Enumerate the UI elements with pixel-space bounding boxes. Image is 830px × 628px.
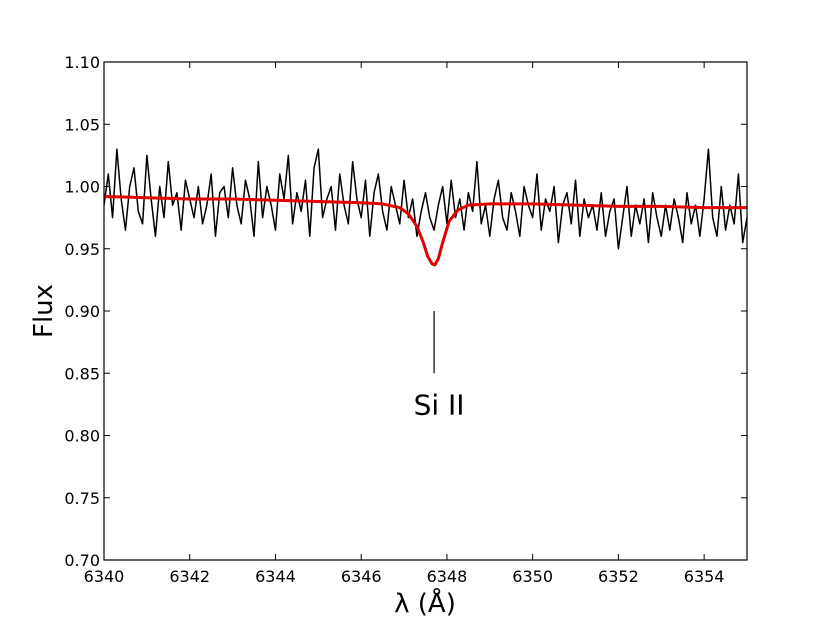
x-tick-label: 6344: [255, 567, 296, 586]
observed-spectrum-line: [104, 148, 747, 250]
y-tick-label: 1.05: [64, 115, 100, 134]
x-tick-label: 6354: [684, 567, 725, 586]
x-tick-label: 6340: [84, 567, 125, 586]
tick-layer: 6340 6342 6344 6346 6348 6350 6352 6354 0.70 0.75…: [64, 53, 747, 586]
model-fit-line: [104, 194, 747, 267]
y-tick-label: 1.00: [64, 178, 100, 197]
y-tick-label: 0.95: [64, 240, 100, 259]
x-tick-label: 6346: [341, 567, 382, 586]
x-tick-label: 6342: [169, 567, 210, 586]
y-tick-label: 0.85: [64, 364, 100, 383]
plot-layer: [104, 148, 747, 267]
y-tick-label: 0.90: [64, 302, 100, 321]
x-tick-label: 6352: [598, 567, 639, 586]
y-tick-label: 0.70: [64, 551, 100, 570]
y-axis-label: Flux: [29, 284, 59, 338]
x-axis-label: λ (Å): [394, 587, 456, 619]
x-tick-label: 6348: [427, 567, 468, 586]
y-tick-label: 0.80: [64, 427, 100, 446]
y-tick-label: 1.10: [64, 53, 100, 72]
x-tick-label: 6350: [512, 567, 553, 586]
y-tick-label: 0.75: [64, 489, 100, 508]
annotation-label: Si II: [414, 388, 465, 421]
